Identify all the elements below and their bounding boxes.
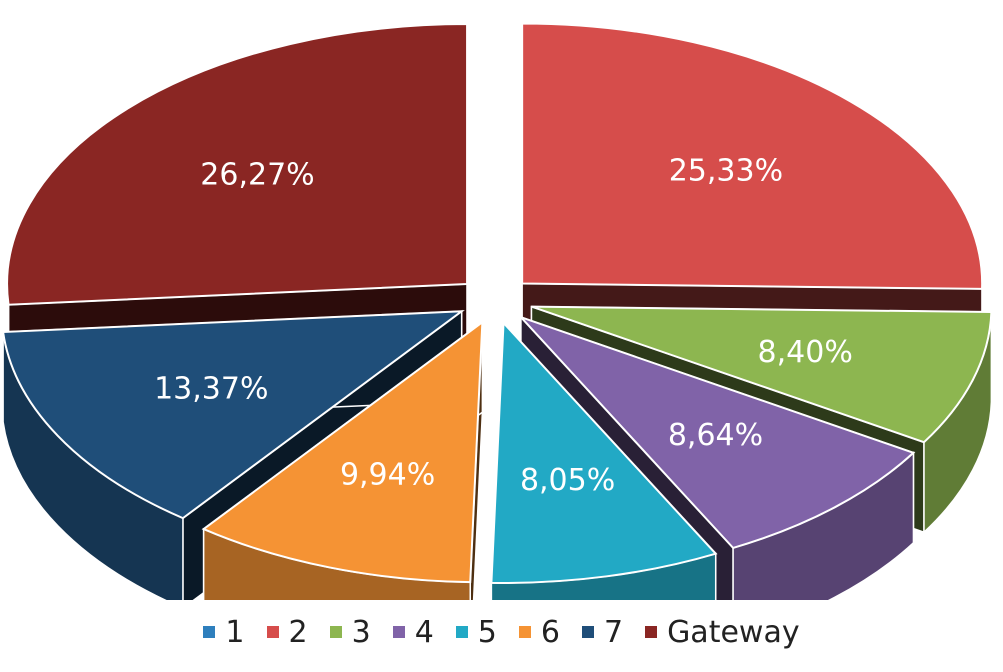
chart-legend: 1 2 3 4 5 6 7 Gateway <box>0 604 1003 660</box>
legend-swatch-6 <box>518 626 531 638</box>
legend-item-2: 2 <box>266 614 308 650</box>
data-label-7: 13,37% <box>154 372 268 407</box>
legend-label-1: 1 <box>225 614 245 650</box>
data-label-2: 25,33% <box>669 154 783 189</box>
data-label-gateway: 26,27% <box>200 158 314 193</box>
legend-label-5: 5 <box>477 614 497 650</box>
legend-swatch-1 <box>203 626 216 638</box>
legend-item-4: 4 <box>392 614 434 650</box>
slice-top-face <box>531 305 993 444</box>
slice-top-face <box>201 320 484 584</box>
pie-slice-6 <box>201 320 484 600</box>
legend-label-6: 6 <box>540 614 560 650</box>
slice-top-face <box>6 23 469 306</box>
legend-item-5: 5 <box>455 614 497 650</box>
data-label-3: 8,40% <box>758 335 853 370</box>
legend-label-4: 4 <box>414 614 434 650</box>
legend-swatch-3 <box>329 626 342 638</box>
legend-swatch-gateway <box>645 626 658 638</box>
legend-item-1: 1 <box>203 614 245 650</box>
data-label-5: 8,05% <box>520 463 615 498</box>
slice-top-face <box>520 316 916 550</box>
data-label-6: 9,94% <box>340 457 435 492</box>
pie-chart: 25,33% 8,40% 8,64% 8,05% 9,94% 13,37% 26… <box>1 22 993 600</box>
legend-swatch-2 <box>266 626 279 638</box>
data-label-4: 8,64% <box>668 418 763 453</box>
legend-swatch-7 <box>581 626 594 638</box>
slice-top-face <box>1 310 465 520</box>
pie-slices <box>1 22 993 600</box>
legend-swatch-5 <box>455 626 468 638</box>
legend-item-gateway: Gateway <box>645 615 800 650</box>
legend-label-2: 2 <box>288 614 308 650</box>
slice-top-face <box>490 320 718 584</box>
legend-label-3: 3 <box>351 614 371 650</box>
legend-label-gateway: Gateway <box>667 614 800 650</box>
legend-item-3: 3 <box>329 614 371 650</box>
pie-labels: 25,33% 8,40% 8,64% 8,05% 9,94% 13,37% 26… <box>154 154 853 498</box>
legend-item-6: 6 <box>518 614 560 650</box>
pie-slice-5 <box>490 320 718 600</box>
slice-top-face <box>521 22 984 290</box>
legend-item-7: 7 <box>581 614 624 650</box>
legend-label-7: 7 <box>603 614 624 650</box>
legend-swatch-4 <box>392 626 405 638</box>
